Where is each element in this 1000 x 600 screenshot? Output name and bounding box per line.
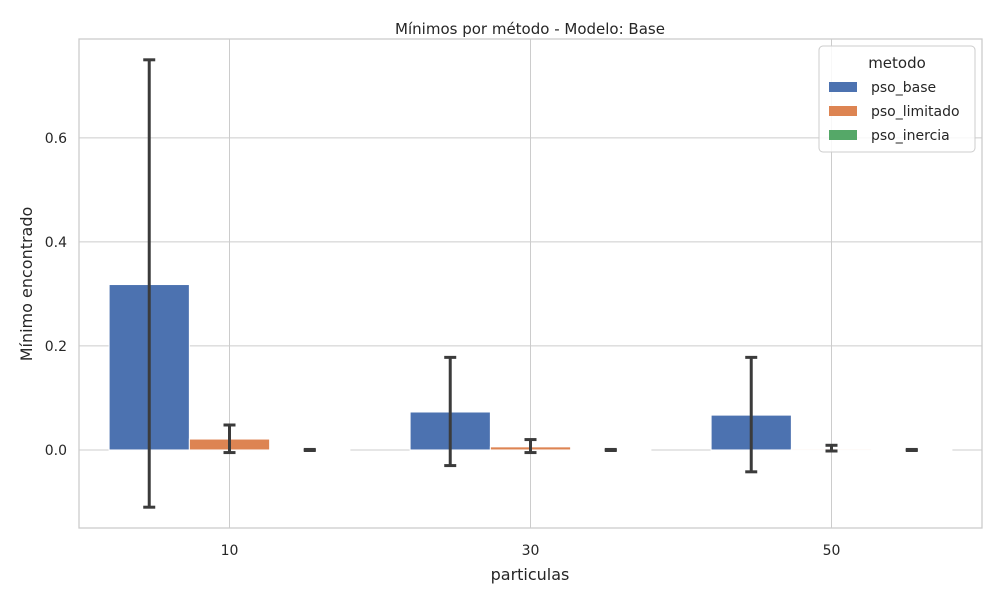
legend-swatch-pso_base [829,82,857,92]
y-tick-label: 0.4 [45,235,67,251]
legend-frame [818,45,976,153]
y-tick-label: 0.0 [45,443,67,459]
y-tick-label: 0.6 [45,131,67,147]
x-tick-label: 30 [522,543,540,559]
x-ticks: 10 30 50 [221,543,841,559]
y-axis-label: Mínimo encontrado [17,207,36,362]
legend-swatch-pso_limitado [829,106,857,116]
legend-items: pso_base pso_limitado pso_inercia [829,80,960,144]
legend-label-pso_limitado: pso_limitado [871,104,960,120]
legend-swatch-pso_inercia [829,130,857,140]
y-ticks: 0.0 0.2 0.4 0.6 [45,131,67,459]
chart-title: Mínimos por método - Modelo: Base [395,20,665,38]
x-axis-label: particulas [491,565,570,584]
plot-frame [78,38,983,529]
x-tick-label: 50 [823,543,841,559]
legend-title: metodo [868,54,926,72]
legend-label-pso_inercia: pso_inercia [871,128,950,144]
legend: metodo pso_base pso_limitado pso_inercia [818,45,976,153]
legend-label-pso_base: pso_base [871,80,936,96]
y-tick-label: 0.2 [45,339,67,355]
error-bars [143,58,918,509]
x-tick-label: 10 [221,543,239,559]
